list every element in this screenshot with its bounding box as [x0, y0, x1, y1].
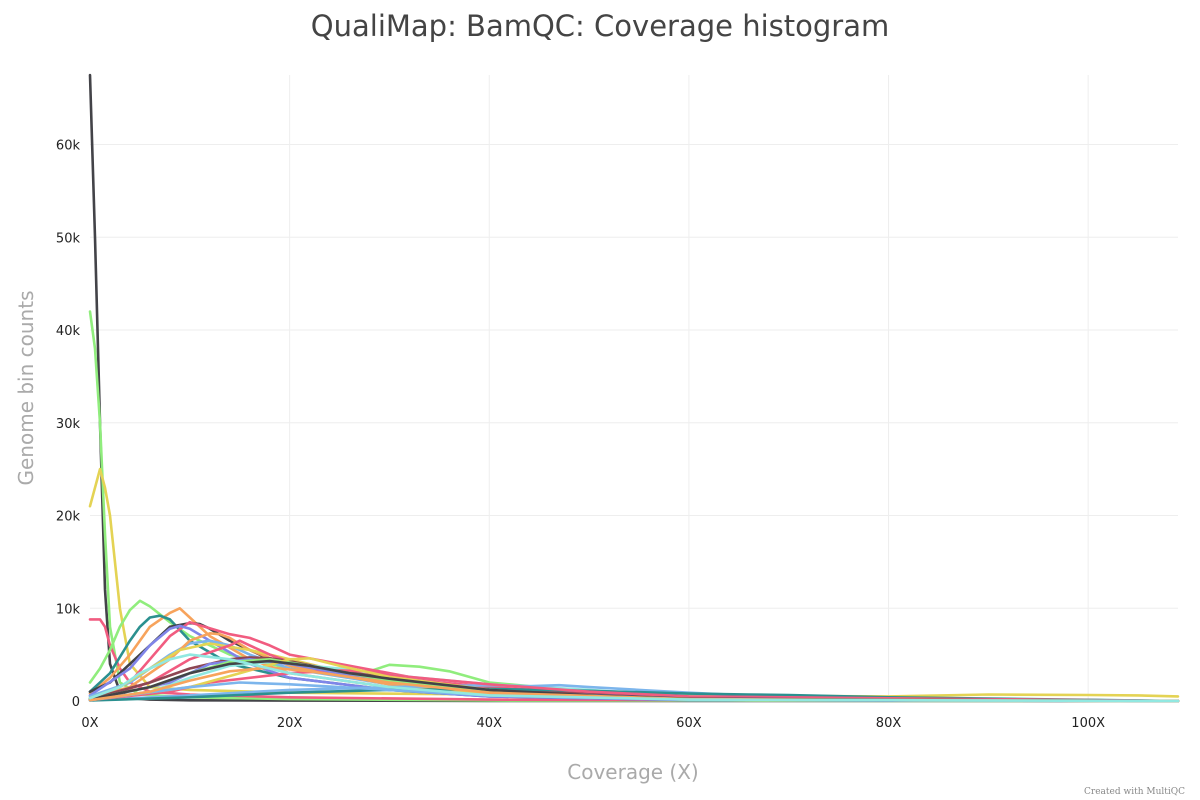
series-line-26	[88, 653, 1180, 703]
y-axis-title: Genome bin counts	[14, 291, 38, 486]
x-tick-label: 0X	[81, 716, 98, 731]
y-tick-label: 30k	[56, 417, 81, 432]
y-axis-ticks: 0 10k 20k 30k 40k 50k 60k	[56, 139, 81, 710]
series-line-2	[88, 310, 1180, 703]
x-tick-label: 60X	[676, 716, 702, 731]
y-tick-label: 20k	[56, 510, 81, 525]
chart-title: QualiMap: BamQC: Coverage histogram	[311, 9, 889, 43]
credit-text: Created with MultiQC	[1084, 787, 1185, 797]
y-tick-label: 0	[72, 695, 80, 710]
x-tick-label: 80X	[876, 716, 902, 731]
x-tick-label: 20X	[277, 716, 303, 731]
x-axis-title: Coverage (X)	[567, 760, 698, 784]
series-line-3	[88, 467, 1180, 698]
x-axis-ticks: 0X 20X 40X 60X 80X 100X	[81, 716, 1105, 731]
y-tick-label: 40k	[56, 324, 81, 339]
y-tick-label: 60k	[56, 139, 81, 154]
x-tick-label: 100X	[1071, 716, 1105, 731]
series-line-25	[88, 666, 1180, 703]
grid-lines	[90, 75, 1178, 701]
x-tick-label: 40X	[477, 716, 503, 731]
series-group	[88, 73, 1180, 703]
y-tick-label: 50k	[56, 231, 81, 246]
y-tick-label: 10k	[56, 602, 81, 617]
